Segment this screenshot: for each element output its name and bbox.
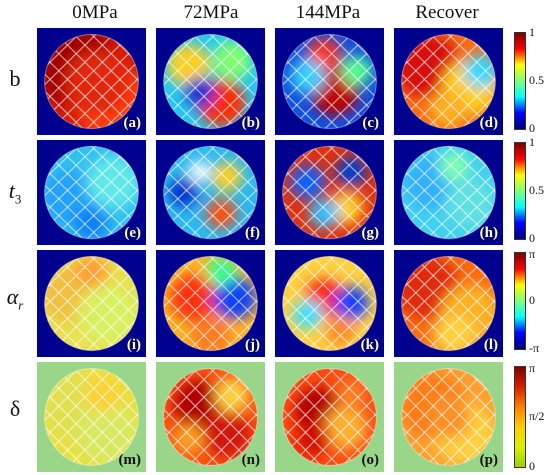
- panel-n: (n): [156, 362, 265, 472]
- sample-disc-image: [282, 255, 377, 352]
- panel-label-k: (k): [360, 337, 379, 353]
- sample-disc-image: [44, 368, 139, 466]
- column-header-72mpa: 72MPa: [183, 2, 239, 23]
- panel-c: (c): [275, 28, 384, 135]
- panel-label-m: (m): [118, 452, 142, 468]
- sample-disc-image: [44, 33, 139, 130]
- colorbar-t3: [514, 142, 526, 240]
- panel-g: (g): [275, 140, 384, 245]
- panel-i: (i): [37, 250, 146, 357]
- panel-label-c: (c): [362, 115, 379, 131]
- column-header-recover: Recover: [415, 2, 479, 23]
- panel-h: (h): [394, 140, 503, 245]
- colorbar-t3-tick-max: 1: [529, 135, 535, 149]
- row-label-b: b: [9, 66, 21, 91]
- column-header-144mpa: 144MPa: [295, 2, 361, 23]
- panel-f: (f): [156, 140, 265, 245]
- panel-label-g: (g): [361, 225, 380, 241]
- panel-label-b: (b): [241, 115, 260, 131]
- sample-disc-image: [401, 145, 496, 240]
- colorbar-delta: [514, 366, 526, 468]
- colorbar-b-tick-min: 0: [529, 121, 535, 135]
- panel-d: (d): [394, 28, 503, 135]
- panel-label-p: (p): [479, 452, 498, 468]
- panel-p: (p): [394, 362, 503, 472]
- colorbar-alpha-r-tick-min: -π: [529, 341, 540, 355]
- row-label-alpha-r: αr: [6, 284, 24, 313]
- sample-disc-image: [163, 145, 258, 240]
- sample-disc-image: [401, 33, 496, 130]
- colorbar-b-tick-max: 1: [529, 25, 535, 39]
- sample-disc-image: [44, 145, 139, 240]
- panel-a: (a): [37, 28, 146, 135]
- row-label-delta: δ: [9, 396, 21, 421]
- colorbar-b-tick-mid: 0.5: [529, 73, 544, 87]
- colorbar-delta-tick-mid: π/2: [529, 409, 545, 423]
- colorbar-delta-tick-min: 0: [529, 459, 535, 473]
- sample-disc-image: [401, 255, 496, 352]
- panel-label-l: (l): [483, 337, 498, 353]
- sample-disc-image: [282, 33, 377, 130]
- sample-disc-image: [163, 255, 258, 352]
- panel-label-f: (f): [245, 225, 260, 241]
- panel-o: (o): [275, 362, 384, 472]
- panel-label-h: (h): [479, 225, 498, 241]
- panel-k: (k): [275, 250, 384, 357]
- colorbar-alpha-r-tick-mid: 0: [529, 293, 535, 307]
- colorbar-t3-tick-min: 0: [529, 231, 535, 245]
- colorbar-b: [514, 32, 526, 130]
- panel-label-a: (a): [123, 115, 142, 131]
- colorbar-alpha-r: [514, 252, 526, 350]
- sample-disc-image: [282, 145, 377, 240]
- panel-e: (e): [37, 140, 146, 245]
- panel-label-n: (n): [241, 452, 260, 468]
- colorbar-t3-tick-mid: 0.5: [529, 183, 544, 197]
- sample-disc-image: [282, 368, 377, 466]
- sample-disc-image: [163, 33, 258, 130]
- row-label-t3: t3: [8, 178, 22, 207]
- colorbar-alpha-r-tick-max: π: [529, 247, 536, 261]
- panel-label-e: (e): [124, 225, 141, 241]
- sample-disc-image: [163, 368, 258, 466]
- panel-j: (j): [156, 250, 265, 357]
- sample-disc-image: [401, 368, 496, 466]
- sample-disc-image: [44, 255, 139, 352]
- panel-label-d: (d): [479, 115, 498, 131]
- panel-b: (b): [156, 28, 265, 135]
- column-header-0mpa: 0MPa: [72, 2, 118, 23]
- panel-m: (m): [37, 362, 146, 472]
- panel-label-i: (i): [126, 337, 141, 353]
- panel-label-o: (o): [361, 452, 380, 468]
- panel-l: (l): [394, 250, 503, 357]
- panel-label-j: (j): [245, 337, 260, 353]
- colorbar-delta-tick-max: π: [529, 361, 536, 375]
